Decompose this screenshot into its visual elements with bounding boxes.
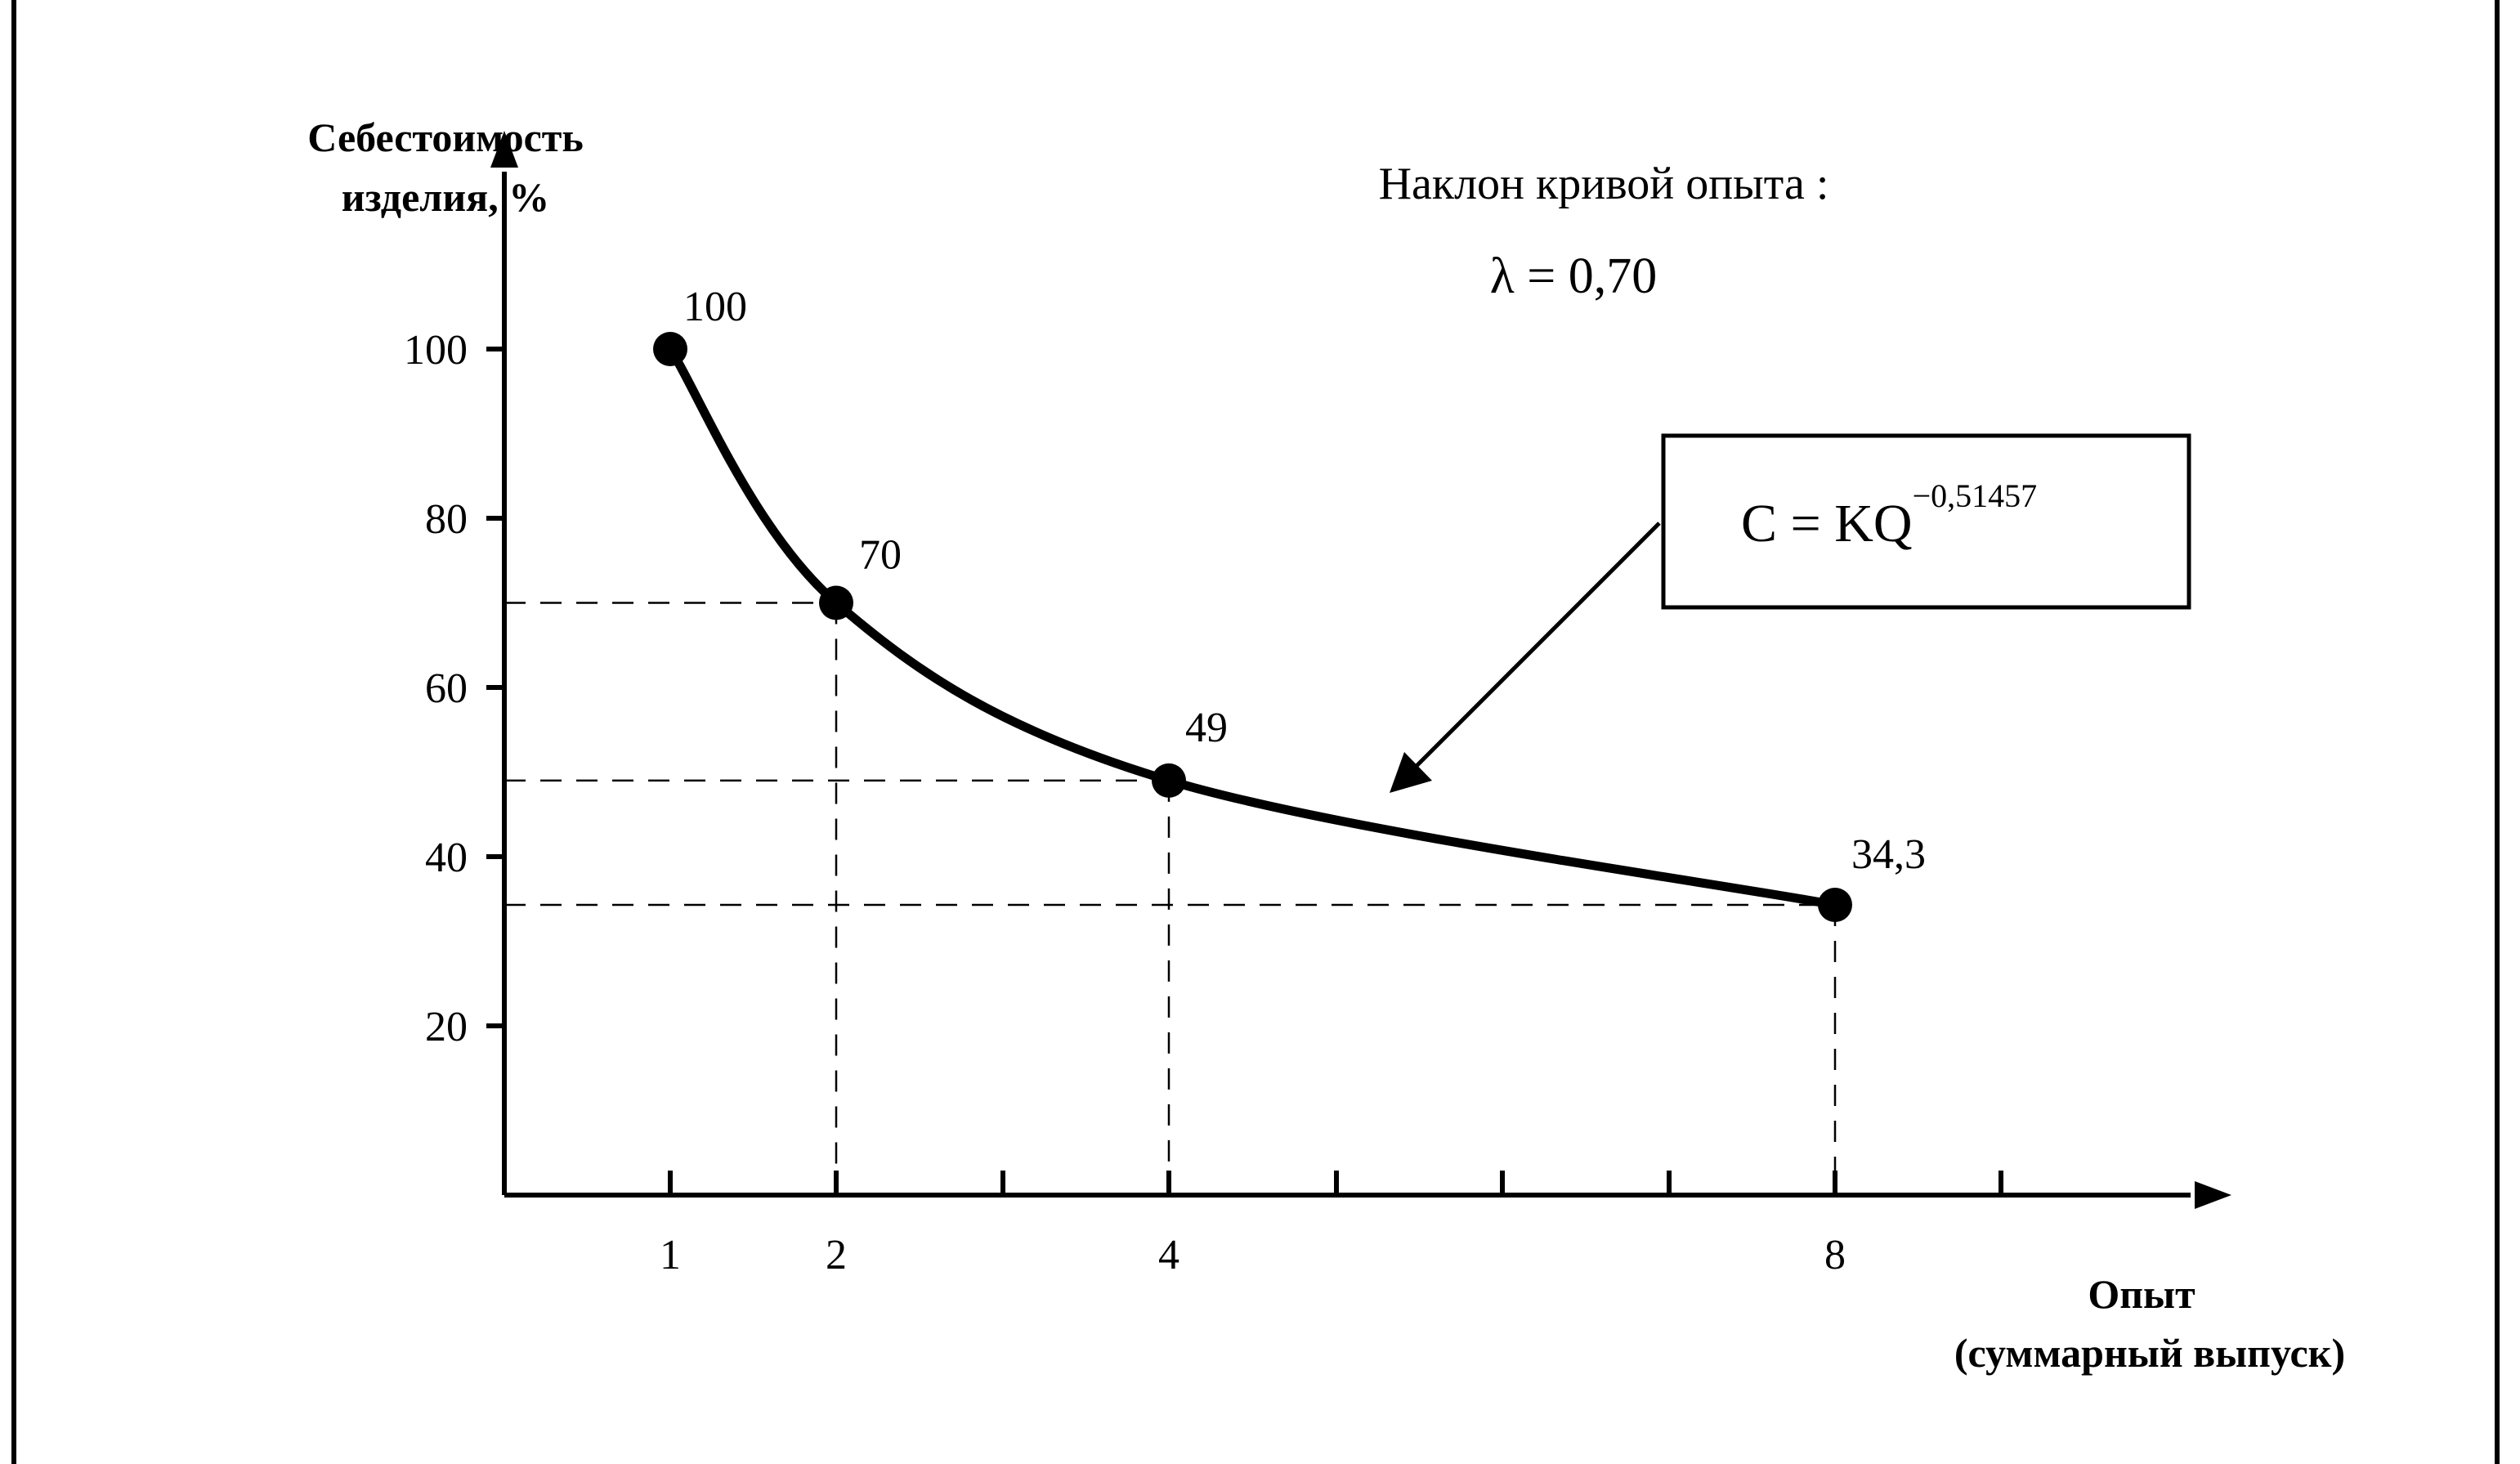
data-label: 49 (1185, 705, 1228, 751)
data-point (819, 585, 853, 620)
x-tick-label: 1 (660, 1232, 681, 1278)
y-tick-label: 60 (425, 665, 468, 712)
guide-lines (504, 602, 1837, 1195)
y-tick-label: 40 (425, 835, 468, 881)
formula-base: C = KQ (1741, 494, 1913, 553)
y-tick-label: 100 (404, 327, 468, 374)
x-ticks: 1 2 4 8 (660, 1171, 2003, 1278)
data-point (1152, 763, 1186, 798)
data-label: 100 (683, 284, 747, 330)
data-label: 70 (859, 532, 902, 579)
y-tick-label: 80 (425, 496, 468, 543)
y-tick-label: 20 (425, 1004, 468, 1050)
data-label: 34,3 (1851, 831, 1926, 878)
slope-caption: Наклон кривой опыта : (1379, 159, 1829, 209)
data-point (653, 332, 687, 366)
formula-exponent: −0,51457 (1913, 477, 2038, 514)
x-tick-label: 2 (826, 1232, 847, 1278)
series-line (665, 344, 1840, 910)
x-tick-label: 4 (1158, 1232, 1179, 1278)
x-axis-arrow (2195, 1181, 2231, 1209)
formula-arrow-head (1390, 752, 1432, 793)
formula-box (1661, 433, 2191, 610)
y-axis-arrow (490, 131, 518, 168)
y-axis-title-line2: изделия, % (342, 174, 549, 220)
y-axis-title-line1: Себестоимость (307, 114, 584, 160)
y-ticks: 20 40 60 80 100 (404, 327, 504, 1050)
data-point (1818, 887, 1852, 922)
x-axis-title-line2: (суммарный выпуск) (1954, 1330, 2345, 1376)
formula-text: C = KQ−0,51457 (1741, 477, 2037, 553)
figure-frame (11, 0, 2500, 1464)
x-tick-label: 8 (1824, 1232, 1846, 1278)
slope-value: λ = 0,70 (1490, 248, 1658, 304)
data-points: 100 70 49 34,3 (653, 284, 1926, 922)
formula-arrow-line (1408, 522, 1661, 774)
x-axis-title-line1: Опыт (2088, 1271, 2195, 1317)
